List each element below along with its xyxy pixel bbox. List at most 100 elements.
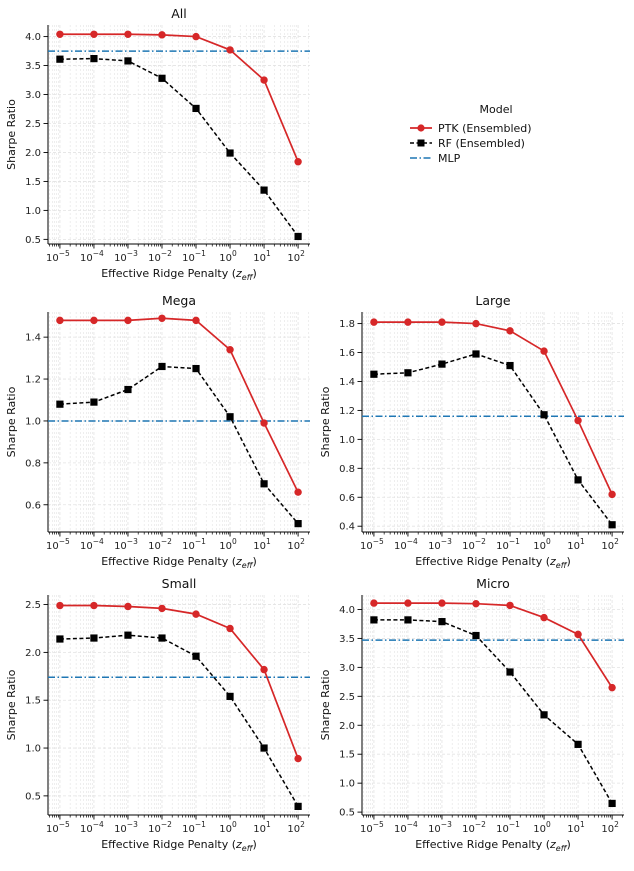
x-tick-label: 100 (533, 820, 551, 835)
y-axis-label: Sharpe Ratio (319, 669, 332, 740)
y-tick-label: 2.0 (25, 648, 41, 659)
x-tick-label: 101 (567, 537, 585, 552)
x-tick-label: 102 (287, 820, 305, 835)
rf-point (294, 520, 302, 528)
x-tick-label: 102 (287, 537, 305, 552)
rf-point (90, 398, 98, 406)
x-tick-label: 100 (219, 249, 237, 264)
x-tick-label: 10−3 (114, 249, 138, 264)
rf-point (540, 411, 548, 419)
ptk-point (472, 319, 480, 328)
rf-point (56, 635, 64, 643)
chart-panel-mega: 10−5 10−4 10−3 10−2 10−1 100 101 102 0.6 0.8 1.0 1.… (5, 293, 310, 570)
ptk-point (438, 599, 446, 607)
x-tick-label: 10−4 (80, 820, 104, 835)
chart-panel-large: 10−5 10−4 10−3 10−2 10−1 100 101 102 0.4 0.6 0.8 1.… (319, 293, 624, 570)
rf-point (158, 74, 166, 82)
y-tick-label: 3.5 (25, 61, 41, 72)
ptk-point (124, 602, 132, 611)
ptk-point (608, 490, 616, 499)
rf-point (90, 55, 98, 63)
chart-panel-all: 10−5 10−4 10−3 10−2 10−1 100 101 102 0.5 1.0 1.5 2.… (5, 6, 310, 282)
ptk-series-line (373, 602, 613, 689)
x-tick-label: 100 (219, 537, 237, 552)
ptk-point (608, 683, 616, 692)
rf-point (438, 360, 446, 368)
chart-title: All (171, 6, 187, 21)
y-tick-label: 4.0 (25, 32, 41, 43)
y-tick-label: 3.0 (25, 90, 41, 101)
rf-point (90, 634, 98, 642)
x-tick-label: 10−2 (462, 820, 486, 835)
legend-entry-mlp: MLP (438, 152, 461, 165)
ptk-point (404, 318, 412, 326)
ptk-point (56, 601, 64, 610)
x-tick-label: 10−4 (394, 537, 418, 552)
x-tick-label: 10−5 (46, 537, 70, 552)
x-tick-label: 10−1 (496, 537, 520, 552)
x-tick-label: 101 (567, 820, 585, 835)
x-axis-label: Effective Ridge Penalty (zeff) (415, 838, 571, 853)
rf-point (294, 802, 302, 810)
x-tick-label: 100 (219, 820, 237, 835)
ptk-point (158, 604, 166, 613)
y-axis-label: Sharpe Ratio (5, 99, 18, 170)
y-tick-label: 1.0 (339, 779, 355, 790)
y-tick-label: 0.5 (25, 235, 41, 246)
ptk-series-line (59, 604, 299, 759)
y-tick-label: 1.4 (339, 377, 355, 388)
x-axis-label: Effective Ridge Penalty (zeff) (101, 838, 257, 853)
x-tick-label: 10−1 (182, 249, 206, 264)
ptk-point (294, 754, 302, 763)
ptk-point (192, 610, 200, 618)
ptk-point (90, 601, 98, 610)
rf-point (124, 57, 132, 65)
rf-point (608, 799, 616, 808)
ptk-point (192, 32, 200, 41)
x-tick-label: 10−1 (496, 820, 520, 835)
legend: Model PTK (Ensembled) RF (Ensembled) MLP (410, 103, 532, 165)
x-tick-label: 10−4 (394, 820, 418, 835)
y-tick-label: 0.8 (339, 464, 355, 475)
ptk-point (260, 665, 268, 674)
ptk-point (226, 46, 234, 54)
x-tick-label: 102 (287, 249, 305, 264)
ptk-point (506, 601, 514, 610)
ptk-point (226, 346, 234, 354)
y-tick-label: 3.5 (339, 634, 355, 645)
y-tick-label: 0.6 (25, 500, 41, 511)
x-axis-label: Effective Ridge Penalty (zeff) (415, 555, 571, 570)
rf-point (506, 668, 514, 676)
rf-point (226, 413, 234, 421)
y-tick-label: 1.0 (25, 206, 41, 217)
ptk-point (574, 416, 582, 425)
y-tick-label: 0.5 (25, 791, 41, 802)
rf-point (370, 370, 378, 378)
y-tick-label: 2.5 (25, 119, 41, 130)
ptk-point (158, 314, 166, 322)
y-tick-label: 0.6 (339, 493, 355, 504)
rf-point (260, 480, 268, 488)
y-tick-label: 1.2 (25, 375, 41, 386)
x-axis-label: Effective Ridge Penalty (zeff) (101, 555, 257, 570)
ptk-point (192, 316, 200, 325)
rf-point (608, 521, 616, 529)
rf-point (226, 692, 234, 700)
y-tick-label: 0.5 (339, 808, 355, 819)
y-tick-label: 4.0 (339, 605, 355, 616)
legend-entry-ptk: PTK (Ensembled) (438, 122, 532, 135)
chart-panel-micro: 10−5 10−4 10−3 10−2 10−1 100 101 102 0.5 1.0 1.5 2.… (319, 576, 624, 853)
ptk-point (574, 630, 582, 639)
x-tick-label: 101 (253, 820, 271, 835)
x-tick-label: 10−2 (148, 820, 172, 835)
chart-title: Micro (476, 576, 510, 591)
x-tick-label: 101 (253, 537, 271, 552)
x-tick-label: 102 (601, 820, 619, 835)
rf-point (56, 400, 64, 408)
x-tick-label: 10−5 (360, 820, 384, 835)
x-tick-label: 10−5 (46, 249, 70, 264)
ptk-point (506, 327, 514, 335)
chart-title: Small (162, 576, 197, 591)
chart-title: Mega (162, 293, 196, 308)
